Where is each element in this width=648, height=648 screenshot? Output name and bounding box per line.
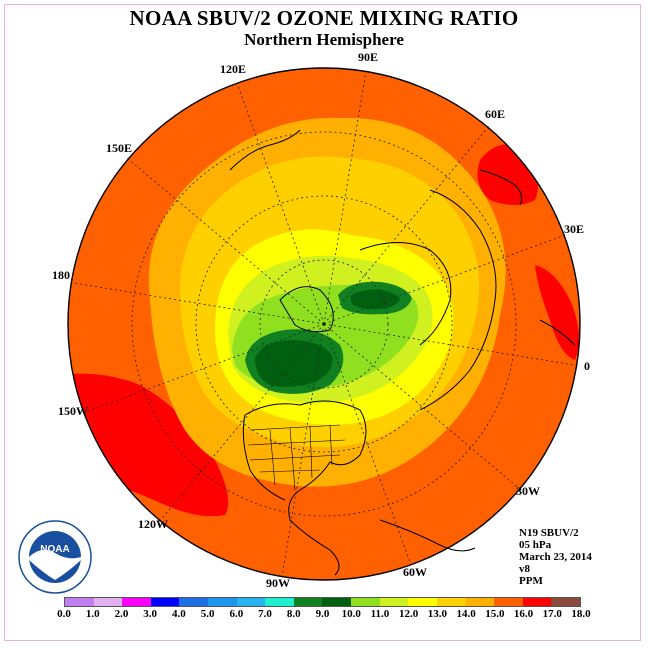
field-max-region-east: [535, 265, 579, 360]
coastline-west-america: [242, 414, 286, 501]
lon-label-180: 180: [52, 268, 70, 282]
colorbar-tick-label: 0.0: [57, 608, 71, 620]
field-max-region-pacific: [68, 373, 229, 517]
latitude-circle-50: [195, 195, 453, 453]
colorbar-swatch: [265, 598, 294, 606]
colorbar-tick-label: 2.0: [114, 608, 129, 620]
meridian-60e: [323, 124, 491, 325]
lon-label-150w: 150W: [58, 404, 88, 418]
coastline-greenland-ice: [279, 286, 334, 333]
latitude-circle-70: [259, 259, 389, 389]
lon-label-60w: 60W: [403, 565, 427, 579]
colorbar-tick-label: 7.0: [258, 608, 272, 620]
colorbar-swatch: [436, 598, 466, 606]
colorbar-swatch: [351, 598, 380, 606]
lon-label-120e: 120E: [220, 62, 246, 76]
colorbar-tick-label: 9.0: [315, 608, 330, 620]
colorbar-tick-label: 14.0: [456, 608, 476, 620]
coastlines: [229, 129, 576, 576]
coastline-north-america: [244, 400, 367, 576]
colorbar-swatch: [522, 598, 552, 606]
colorbar-swatch: [236, 598, 266, 606]
colorbar-tick-label: 5.0: [200, 608, 215, 620]
data-info-block: N19 SBUV/2 05 hPa March 23, 2014 v8 PPM: [519, 527, 592, 587]
logo-bird-icon: [29, 549, 81, 580]
colorbar-tick-label: 18.0: [571, 608, 591, 620]
colorbar-tick-label: 8.0: [286, 608, 301, 620]
lon-label-60e: 60E: [485, 107, 505, 121]
colorbar-swatch: [150, 598, 180, 606]
colorbar-tick-label: 4.0: [172, 608, 186, 620]
meridian-180: [67, 281, 325, 325]
lon-label-150e: 150E: [106, 141, 132, 155]
coastline-east-asia: [229, 129, 301, 171]
lon-label-30e: 30E: [564, 222, 584, 236]
colorbar-tick-label: 13.0: [427, 608, 447, 620]
meridian-120w: [157, 323, 325, 524]
lon-label-30w: 30W: [516, 484, 540, 498]
info-units: PPM: [519, 575, 543, 587]
colorbar-swatch: [551, 598, 580, 606]
graticule: [67, 70, 581, 578]
lon-label-120w: 120W: [138, 517, 168, 531]
colorbar-swatch: [93, 598, 123, 606]
colorbar-swatch: [293, 598, 323, 606]
field-max-region-siberia: [477, 144, 539, 205]
meridian-0: [323, 323, 581, 367]
map-title: NOAA SBUV/2 OZONE MIXING RATIO: [129, 6, 519, 30]
colorbar-swatch: [408, 598, 437, 606]
info-version: v8: [519, 563, 530, 575]
info-date: March 23, 2014: [519, 551, 592, 563]
colorbar-tick-label: 16.0: [513, 608, 534, 620]
colorbar-tick-label: 17.0: [542, 608, 562, 620]
colorbar-swatch: [379, 598, 409, 606]
coastline-south-america: [379, 519, 476, 552]
colorbar-swatch: [465, 598, 495, 606]
coastline-arctic-russia: [359, 242, 452, 346]
colorbar-tick-label: 3.0: [143, 608, 158, 620]
colorbar-tick-label: 15.0: [485, 608, 505, 620]
colorbar-swatch: [122, 598, 151, 606]
us-state-borders: [247, 424, 346, 491]
ozone-field: [68, 68, 580, 580]
colorbar-ticks: 0.0 1.0 2.0 3.0 4.0 5.0 6.0 7.0 8.0 9.0 10.0 11.0 12…: [40, 608, 620, 622]
lon-label-0: 0: [584, 359, 590, 373]
plot-frame: [4, 4, 641, 641]
latitude-circle-30: [131, 131, 517, 517]
field-core-9-10-north: [350, 289, 400, 310]
colorbar-swatch: [322, 598, 352, 606]
colorbar-tick-label: 6.0: [229, 608, 244, 620]
colorbar-swatch: [494, 598, 523, 606]
noaa-logo: NOAA: [18, 520, 92, 594]
colorbar-swatch: [179, 598, 209, 606]
colorbar-swatch: [208, 598, 237, 606]
colorbar-tick-label: 1.0: [85, 608, 100, 620]
coastline-africa: [539, 319, 576, 346]
lon-label-90w: 90W: [266, 576, 290, 590]
coastline-europe-asia: [419, 189, 497, 411]
map-boundary: [67, 67, 581, 581]
lon-label-90e: 90E: [358, 50, 378, 64]
field-core-9-10: [255, 340, 333, 387]
logo-text: NOAA: [40, 544, 69, 555]
colorbar-tick-label: 10.0: [341, 608, 361, 620]
colorbar: [64, 597, 581, 607]
info-pressure: 05 hPa: [519, 539, 552, 551]
info-instrument: N19 SBUV/2: [519, 527, 579, 539]
coastline-east-siberia: [479, 169, 523, 206]
map-subtitle: Northern Hemisphere: [244, 30, 404, 49]
colorbar-swatch: [65, 598, 94, 606]
colorbar-tick-label: 12.0: [399, 608, 419, 620]
colorbar-tick-label: 11.0: [370, 608, 390, 620]
